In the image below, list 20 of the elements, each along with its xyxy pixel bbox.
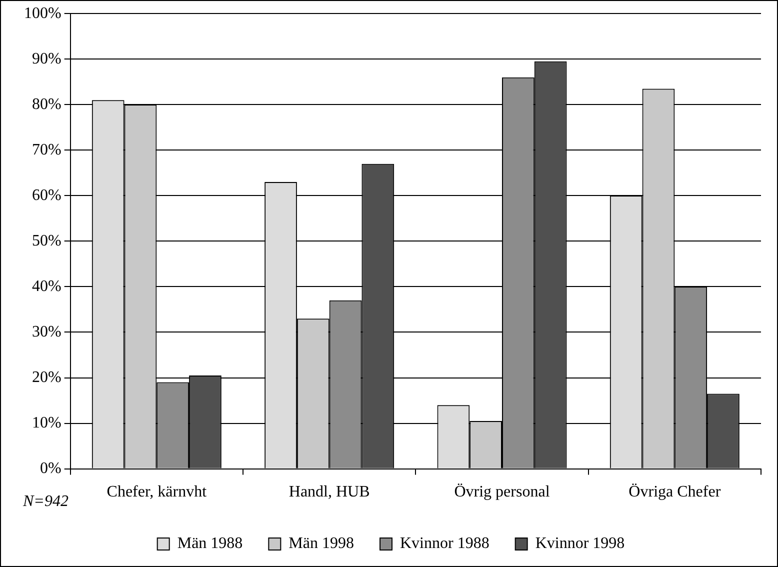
y-tick-label: 20% — [32, 368, 62, 386]
text: N=942 — [22, 493, 68, 510]
x-tick-label: Chefer, kärnvht — [106, 484, 208, 501]
y-tick-label: 90% — [32, 50, 62, 68]
y-tick-label: 50% — [32, 232, 62, 250]
y-tick-label: 60% — [32, 186, 62, 204]
x-tick-label: Övrig personal — [454, 484, 550, 501]
x-tick-label: Övriga Chefer — [628, 484, 722, 501]
legend-label: Kvinnor 1988 — [400, 535, 490, 552]
legend-label: Män 1998 — [288, 535, 354, 552]
y-tick-label: 0% — [40, 460, 62, 478]
y-tick-label: 80% — [32, 96, 62, 113]
x-tick-label: Handl, HUB — [288, 484, 370, 501]
y-tick-label: 10% — [32, 414, 62, 432]
y-tick-label: 70% — [32, 141, 62, 158]
y-tick-label: 100% — [24, 4, 62, 22]
legend-label: Män 1988 — [177, 535, 243, 552]
y-tick-label: 30% — [32, 323, 62, 340]
y-tick-label: 40% — [32, 278, 62, 295]
legend-label: Kvinnor 1998 — [535, 535, 625, 552]
